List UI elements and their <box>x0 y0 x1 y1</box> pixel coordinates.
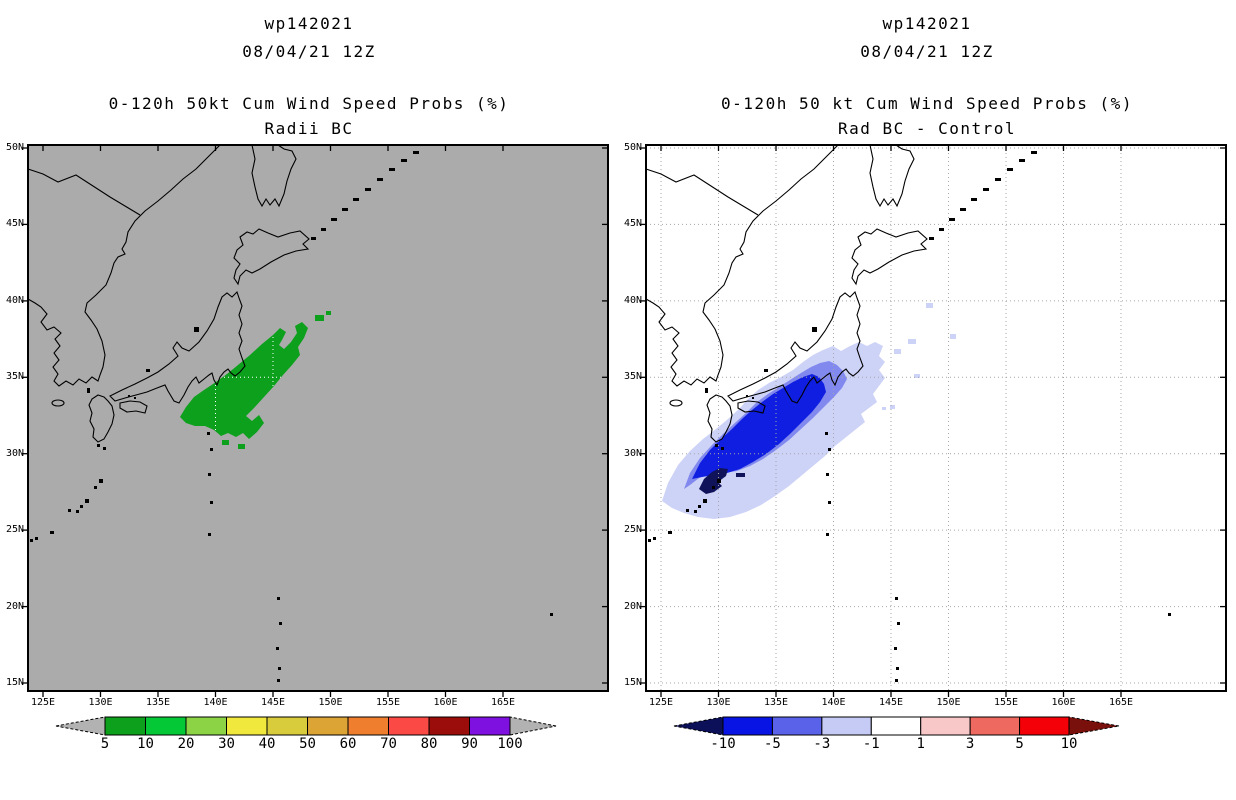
init-datetime: 08/04/21 12Z <box>860 42 994 61</box>
colorbar-value: 5 <box>100 736 110 752</box>
product-title: 0-120h 50 kt Cum Wind Speed Probs (%) <box>721 94 1133 113</box>
lon-label: 140E <box>821 697 846 708</box>
colorbar-value: 60 <box>339 736 357 752</box>
colorbar-value: 40 <box>258 736 276 752</box>
lon-label: 165E <box>1108 697 1134 708</box>
lon-label: 150E <box>936 697 961 708</box>
model-label: Rad BC - Control <box>837 119 1017 138</box>
colorbar <box>55 716 557 736</box>
map-background <box>28 145 608 691</box>
lon-label: 160E <box>433 697 458 708</box>
diff-contours <box>662 303 956 519</box>
colorbar-value: 100 <box>497 736 523 752</box>
lat-label: 40N <box>623 294 642 306</box>
colorbar-value: 90 <box>461 736 478 752</box>
graticule <box>646 145 1226 691</box>
init-datetime: 08/04/21 12Z <box>242 42 376 61</box>
colorbar-value: 70 <box>380 736 397 752</box>
lon-label: 125E <box>30 697 56 708</box>
lat-label: 15N <box>5 677 24 688</box>
colorbar-value: 1 <box>916 736 925 752</box>
model-label: Radii BC <box>264 119 354 138</box>
panel-radii-bc: wp142021 08/04/21 12Z 0-120h 50kt Cum Wi… <box>5 14 609 752</box>
lat-label: 20N <box>623 600 642 612</box>
lon-label: 145E <box>878 697 904 708</box>
lat-label: 30N <box>623 447 642 459</box>
lon-label: 160E <box>1051 697 1076 708</box>
lon-label: 130E <box>88 697 113 708</box>
lat-label: 25N <box>5 524 24 536</box>
map-frame <box>645 144 1227 692</box>
storm-id: wp142021 <box>264 14 354 33</box>
lat-label: 20N <box>5 600 24 612</box>
panel-rad-bc-minus-control: wp142021 08/04/21 12Z 0-120h 50 kt Cum W… <box>618 0 1236 800</box>
lat-label: 45N <box>5 218 24 230</box>
colorbar-value: 10 <box>1060 736 1078 752</box>
lon-label: 155E <box>375 697 401 708</box>
lat-label: 45N <box>623 218 642 230</box>
colorbar <box>673 716 1120 736</box>
lat-label: 35N <box>623 371 642 383</box>
lon-label: 165E <box>490 697 516 708</box>
colorbar-value: -10 <box>710 736 736 752</box>
lon-label: 150E <box>318 697 343 708</box>
lon-label: 135E <box>763 697 789 708</box>
lon-label: 155E <box>993 697 1019 708</box>
contour-minus-5 <box>692 374 826 479</box>
lon-label: 125E <box>648 697 674 708</box>
colorbar-value: 10 <box>137 736 154 752</box>
colorbar-value: 3 <box>965 736 975 752</box>
axis-ticks <box>22 145 608 697</box>
colorbar-value: -3 <box>813 736 831 752</box>
lat-label: 15N <box>623 677 642 688</box>
contour-minus-10 <box>699 468 728 494</box>
lat-label: 30N <box>5 447 24 459</box>
lat-label: 50N <box>5 142 24 153</box>
map-difference <box>640 144 1227 697</box>
product-title: 0-120h 50kt Cum Wind Speed Probs (%) <box>108 94 510 113</box>
map-probability <box>22 144 609 697</box>
lat-label: 50N <box>623 142 642 153</box>
prob-contour-5pct <box>180 311 331 449</box>
lon-label: 140E <box>203 697 228 708</box>
colorbar-value: -1 <box>862 736 880 752</box>
map-frame <box>27 144 609 692</box>
lat-label: 40N <box>5 294 24 306</box>
colorbar-value: 30 <box>218 736 235 752</box>
lat-label: 25N <box>623 524 642 536</box>
colorbar-value: 20 <box>177 736 195 752</box>
lon-label: 135E <box>145 697 171 708</box>
lon-label: 130E <box>706 697 731 708</box>
colorbar-value: 80 <box>420 736 438 752</box>
colorbar-value: 5 <box>1015 736 1024 752</box>
colorbar-value: -5 <box>763 736 781 752</box>
storm-id: wp142021 <box>882 14 972 33</box>
contour-minus-10-speck <box>736 473 745 477</box>
axis-ticks <box>640 145 1226 697</box>
lat-label: 35N <box>5 371 24 383</box>
colorbar-value: 50 <box>299 736 316 752</box>
lon-label: 145E <box>260 697 286 708</box>
